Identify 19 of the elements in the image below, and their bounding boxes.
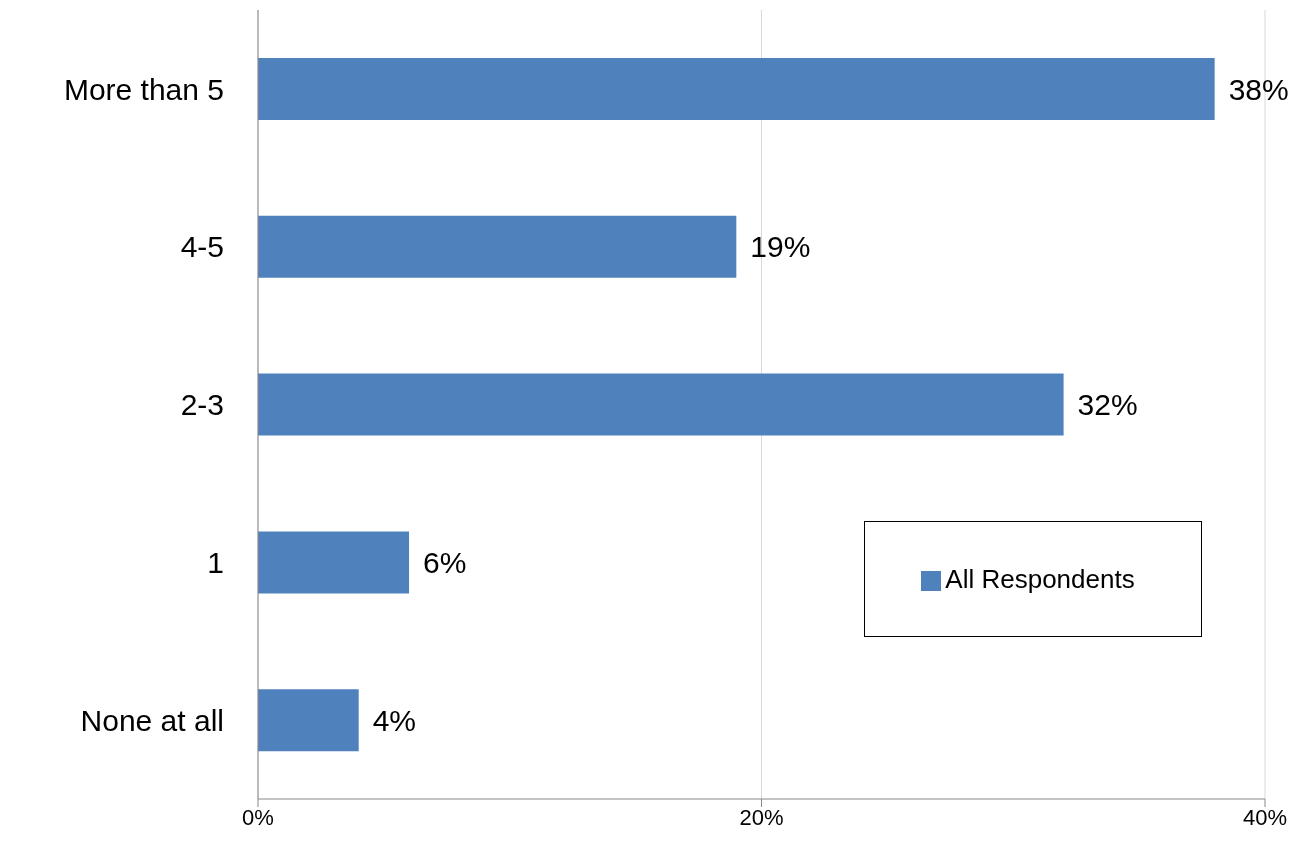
- y-tick-label: 4-5: [180, 230, 224, 264]
- data-label: 4%: [372, 703, 417, 737]
- bar: [258, 373, 1064, 436]
- bar: [258, 215, 737, 278]
- y-tick-label: None at all: [80, 703, 224, 737]
- y-tick-label: 2-3: [180, 388, 224, 422]
- bar: [258, 689, 359, 752]
- bar: [258, 531, 410, 594]
- x-tick-label: 0%: [242, 804, 274, 830]
- x-tick-label: 40%: [1242, 804, 1288, 830]
- y-tick-label: 1: [207, 545, 224, 579]
- x-tick-label: 20%: [739, 804, 784, 830]
- data-label: 19%: [750, 230, 811, 264]
- data-label: 38%: [1228, 72, 1289, 106]
- y-tick-label: More than 5: [63, 72, 224, 106]
- bar: [258, 58, 1215, 120]
- data-label: 32%: [1077, 388, 1138, 422]
- legend-label: All Respondents: [945, 563, 1135, 594]
- data-label: 6%: [423, 546, 467, 580]
